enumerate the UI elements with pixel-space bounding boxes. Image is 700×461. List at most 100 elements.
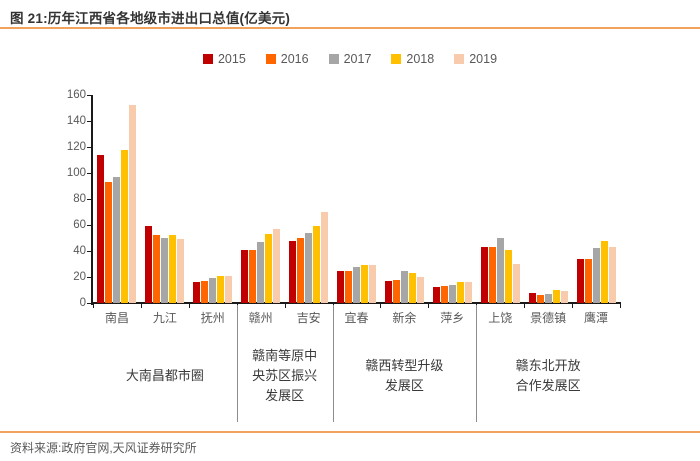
y-axis-tick-mark	[87, 277, 92, 278]
x-axis-category-label: 抚州	[200, 311, 225, 325]
y-axis-tick-label: 140	[66, 115, 86, 127]
y-axis-tick-label: 20	[73, 271, 86, 283]
legend-swatch-icon	[391, 54, 402, 64]
bar-萍乡-2017	[448, 284, 456, 303]
bar-抚州-2015	[193, 282, 201, 303]
region-group-label-line: 赣南等原中	[252, 348, 318, 364]
bar-宜春-2019	[369, 265, 376, 303]
bar-赣州-2016	[249, 249, 257, 303]
x-axis-category-label: 赣州	[248, 311, 273, 325]
y-axis-tick-label: 120	[66, 141, 86, 153]
bar-上饶-2019	[512, 264, 520, 303]
x-axis-tick-mark	[93, 304, 94, 308]
bar-赣州-2017	[257, 241, 265, 303]
bar-新余-2016	[392, 279, 400, 303]
region-group-label-line: 发展区	[384, 379, 424, 394]
bar-新余-2015	[384, 280, 392, 303]
bar-赣州-2019	[273, 228, 281, 303]
figure-title: 图 21:历年江西省各地级市进出口总值(亿美元)	[10, 11, 291, 26]
legend-label: 2017	[343, 52, 372, 66]
bar-赣州-2018	[265, 234, 273, 303]
legend-swatch-icon	[265, 54, 276, 64]
region-group-label: 赣南等原中 央苏区振兴 发展区	[237, 331, 333, 423]
bar-景德镇-2016	[536, 295, 544, 303]
bar-吉安-2016	[297, 238, 305, 303]
bar-吉安-2017	[305, 232, 313, 303]
bar-鹰潭-2018	[600, 240, 608, 303]
y-axis-tick-label: 100	[66, 167, 86, 179]
y-axis-tick-mark	[87, 303, 92, 304]
legend-label: 2018	[406, 52, 435, 66]
y-axis-tick-label: 80	[73, 193, 86, 205]
x-axis-tick-mark	[572, 304, 574, 308]
footer-divider	[0, 431, 700, 433]
bar-萍乡-2015	[432, 287, 440, 303]
legend-swatch-icon	[454, 54, 465, 64]
title-divider	[0, 27, 700, 29]
bar-九江-2016	[153, 235, 161, 303]
bar-上饶-2018	[504, 249, 512, 303]
bar-萍乡-2016	[440, 286, 448, 303]
x-axis-tick-mark	[620, 304, 621, 308]
group-divider-line	[476, 305, 478, 422]
chart-legend: 2015 2016 2017 2018 2019	[0, 51, 700, 67]
legend-label: 2019	[469, 52, 498, 66]
x-axis-tick-mark	[380, 304, 382, 308]
bar-九江-2019	[177, 239, 185, 303]
bar-萍乡-2018	[456, 282, 464, 303]
y-axis-tick-mark	[87, 95, 92, 96]
legend-swatch-icon	[202, 54, 213, 64]
bar-萍乡-2019	[464, 282, 472, 303]
region-group-label: 赣东北开放 合作发展区	[476, 331, 620, 423]
bar-南昌-2016	[105, 182, 113, 303]
x-axis-category-label: 萍乡	[440, 311, 465, 325]
bar-南昌-2019	[129, 105, 137, 303]
legend-item-2018: 2018	[391, 52, 434, 66]
legend-label: 2015	[217, 52, 246, 66]
x-axis-tick-mark	[428, 304, 430, 308]
y-axis-tick-label: 160	[66, 89, 86, 101]
bar-九江-2017	[161, 238, 169, 303]
bar-鹰潭-2015	[576, 258, 584, 303]
y-axis-tick-label: 0	[79, 297, 86, 309]
x-axis-category-label: 南昌	[104, 311, 129, 325]
y-axis-tick-label: 60	[73, 219, 86, 231]
y-axis-tick-mark	[87, 173, 92, 174]
x-axis-category-label: 吉安	[296, 311, 321, 325]
y-axis-tick-label: 40	[73, 245, 86, 257]
bar-景德镇-2019	[560, 291, 568, 303]
legend-item-2017: 2017	[328, 52, 372, 66]
bar-景德镇-2017	[544, 293, 552, 303]
bar-上饶-2017	[496, 238, 504, 303]
bar-吉安-2018	[313, 226, 321, 303]
legend-item-2015: 2015	[202, 52, 246, 66]
y-axis-tick-mark	[87, 121, 92, 122]
x-axis-category-label: 上饶	[488, 311, 513, 325]
x-axis-tick-mark	[140, 304, 142, 308]
legend-item-2019: 2019	[454, 52, 497, 66]
group-divider-line	[332, 305, 334, 422]
bar-新余-2019	[416, 277, 424, 303]
bar-宜春-2017	[353, 266, 360, 303]
region-group-label-line: 大南昌都市圈	[125, 368, 204, 384]
bar-宜春-2015	[337, 270, 344, 303]
region-group-label-line: 发展区	[265, 389, 305, 405]
bar-九江-2015	[145, 226, 153, 303]
bar-新余-2018	[408, 273, 416, 303]
x-axis-category-label: 九江	[152, 311, 177, 325]
x-axis-tick-mark	[188, 304, 190, 308]
bar-抚州-2017	[209, 278, 217, 303]
bar-宜春-2018	[361, 265, 368, 303]
bar-抚州-2018	[217, 275, 225, 303]
bar-景德镇-2018	[552, 290, 560, 303]
x-axis-tick-mark	[524, 304, 526, 308]
x-axis-tick-mark	[284, 304, 286, 308]
bar-鹰潭-2017	[592, 248, 600, 303]
region-group-label: 大南昌都市圈	[93, 331, 237, 423]
x-axis-category-label: 景德镇	[530, 311, 567, 325]
bar-景德镇-2015	[528, 292, 536, 303]
group-divider-line	[236, 305, 238, 422]
bar-上饶-2015	[480, 247, 488, 303]
